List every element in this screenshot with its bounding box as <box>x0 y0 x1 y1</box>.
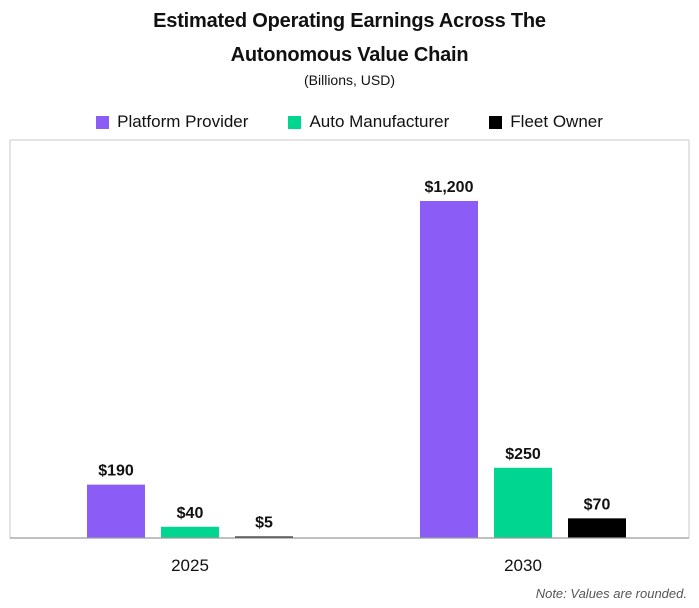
bar-fleet-owner-2025 <box>235 536 293 538</box>
bar-platform-provider-2025 <box>87 484 145 538</box>
legend-item-platform-provider: Platform Provider <box>96 112 248 132</box>
bar-platform-provider-2030 <box>420 201 478 538</box>
legend-swatch-auto-manufacturer <box>288 115 302 129</box>
legend-swatch-fleet-owner <box>489 115 503 129</box>
chart-title-line-2: Autonomous Value Chain <box>230 44 469 66</box>
chart-subtitle: (Billions, USD) <box>303 72 395 88</box>
data-label-auto-manufacturer-2025: $40 <box>177 505 204 522</box>
legend-item-fleet-owner: Fleet Owner <box>489 112 603 132</box>
data-label-auto-manufacturer-2030: $250 <box>505 446 541 463</box>
data-label-platform-provider-2025: $190 <box>98 463 134 480</box>
data-label-fleet-owner-2025: $5 <box>255 515 273 532</box>
legend-label-fleet-owner: Fleet Owner <box>510 112 603 131</box>
data-label-fleet-owner-2030: $70 <box>584 496 611 513</box>
x-tick-label-2030: 2030 <box>504 556 542 575</box>
data-label-platform-provider-2030: $1,200 <box>425 179 474 196</box>
chart-title: Estimated Operating Earnings Across The <box>153 10 546 32</box>
chart-note: Note: Values are rounded. <box>535 586 687 601</box>
legend-label-auto-manufacturer: Auto Manufacturer <box>309 112 450 131</box>
legend-label-platform-provider: Platform Provider <box>117 112 249 131</box>
x-tick-label-2025: 2025 <box>171 556 209 575</box>
bar-auto-manufacturer-2030 <box>494 467 552 538</box>
bar-fleet-owner-2030 <box>568 518 626 538</box>
bar-auto-manufacturer-2025 <box>161 526 219 538</box>
legend-item-auto-manufacturer: Auto Manufacturer <box>288 112 449 132</box>
legend: Platform Provider Auto Manufacturer Flee… <box>0 112 699 132</box>
bar-chart: $190 $40 $5 2025 $1,200 $250 $70 2030 <box>9 139 690 575</box>
legend-swatch-platform-provider <box>96 115 110 129</box>
